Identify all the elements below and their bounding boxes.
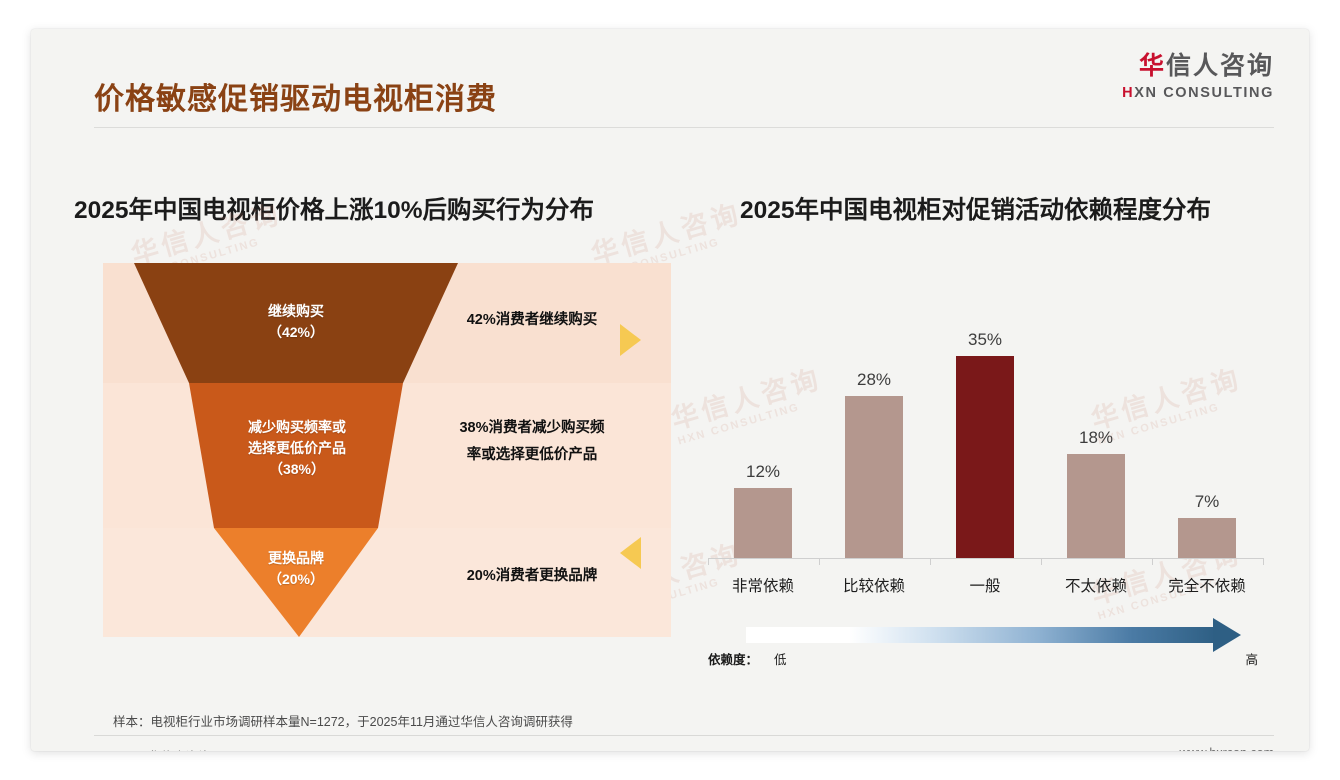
axis-tick [708, 559, 709, 565]
bar-value-2: 28% [856, 370, 892, 389]
bar-category-1: 非常依赖 [731, 578, 794, 595]
dependency-gradient-legend: 依赖度： 低 高 [686, 618, 1276, 683]
left-chart-subtitle: 2025年中国电视柜价格上涨10%后购买行为分布 [74, 197, 595, 224]
slide-card: 价格敏感促销驱动电视柜消费 华信人咨询 HXN CONSULTING 2025年… [31, 29, 1309, 751]
axis-tick [1263, 559, 1264, 565]
axis-tick [1152, 559, 1153, 565]
gradient-arrow-head-icon [1213, 618, 1241, 652]
footer-divider [94, 735, 1274, 736]
funnel-description-3: 20%消费者更换品牌 [466, 568, 598, 584]
bar-category-5: 完全不依赖 [1168, 578, 1246, 595]
bar-category-2: 比较依赖 [842, 578, 905, 595]
logo-english-text: HXN CONSULTING [1122, 86, 1274, 101]
bar-value-1: 12% [745, 462, 781, 481]
bar-4[interactable] [1067, 454, 1125, 558]
funnel-chart: 继续购买 （42%） 减少购买频率或 选择更低价产品 （38%） 更换品牌 （2… [103, 263, 671, 637]
bar-5[interactable] [1178, 518, 1236, 558]
legend-title: 依赖度： [708, 653, 759, 667]
bar-2[interactable] [845, 396, 903, 558]
funnel-segment-3 [214, 528, 378, 637]
bar-value-5: 7% [1194, 492, 1220, 511]
axis-tick [1041, 559, 1042, 565]
website-url: www.hxrcon.com [1180, 746, 1274, 751]
bar-3[interactable] [956, 356, 1014, 558]
bar-category-4: 不太依赖 [1064, 578, 1127, 595]
axis-tick [819, 559, 820, 565]
header-divider [94, 127, 1274, 128]
chart-x-axis [708, 558, 1264, 559]
bar-category-3: 一般 [969, 578, 1001, 595]
funnel-description-1: 42%消费者继续购买 [466, 312, 598, 328]
logo-accent-char: 华 [1138, 52, 1166, 80]
bar-value-3: 35% [967, 330, 1003, 349]
legend-low-label: 低 [774, 653, 787, 667]
gradient-bar [746, 627, 1216, 643]
dependency-bar-chart: 12% 非常依赖 28% 比较依赖 35% 一般 18% 不太依赖 7% 完全不… [686, 284, 1276, 604]
sample-footnote: 样本：电视柜行业市场调研样本量N=1272，于2025年11月通过华信人咨询调研… [113, 715, 573, 729]
funnel-description-2: 38%消费者减少购买频 率或选择更低价产品 [459, 420, 605, 463]
funnel-segment-1 [134, 263, 458, 383]
play-left-triangle-icon [620, 537, 641, 569]
play-right-triangle-icon [620, 324, 641, 356]
logo-en-accent: H [1122, 85, 1135, 101]
axis-tick [930, 559, 931, 565]
copyright-text: ©2026.1 HXR华信人咨询 [71, 746, 211, 751]
legend-high-label: 高 [1245, 653, 1258, 667]
logo-chinese-text: 华信人咨询 [1122, 54, 1274, 79]
bar-1[interactable] [734, 488, 792, 558]
bar-value-4: 18% [1078, 428, 1114, 447]
logo-rest-chars: 信人咨询 [1165, 52, 1274, 80]
company-logo: 华信人咨询 HXN CONSULTING [1122, 54, 1274, 101]
funnel-shape [134, 263, 458, 637]
funnel-segment-2 [189, 383, 403, 528]
page-title: 价格敏感促销驱动电视柜消费 [94, 83, 497, 116]
funnel-band-background-3 [103, 528, 671, 637]
right-chart-subtitle: 2025年中国电视柜对促销活动依赖程度分布 [740, 197, 1212, 224]
logo-en-rest: XN CONSULTING [1134, 85, 1274, 101]
